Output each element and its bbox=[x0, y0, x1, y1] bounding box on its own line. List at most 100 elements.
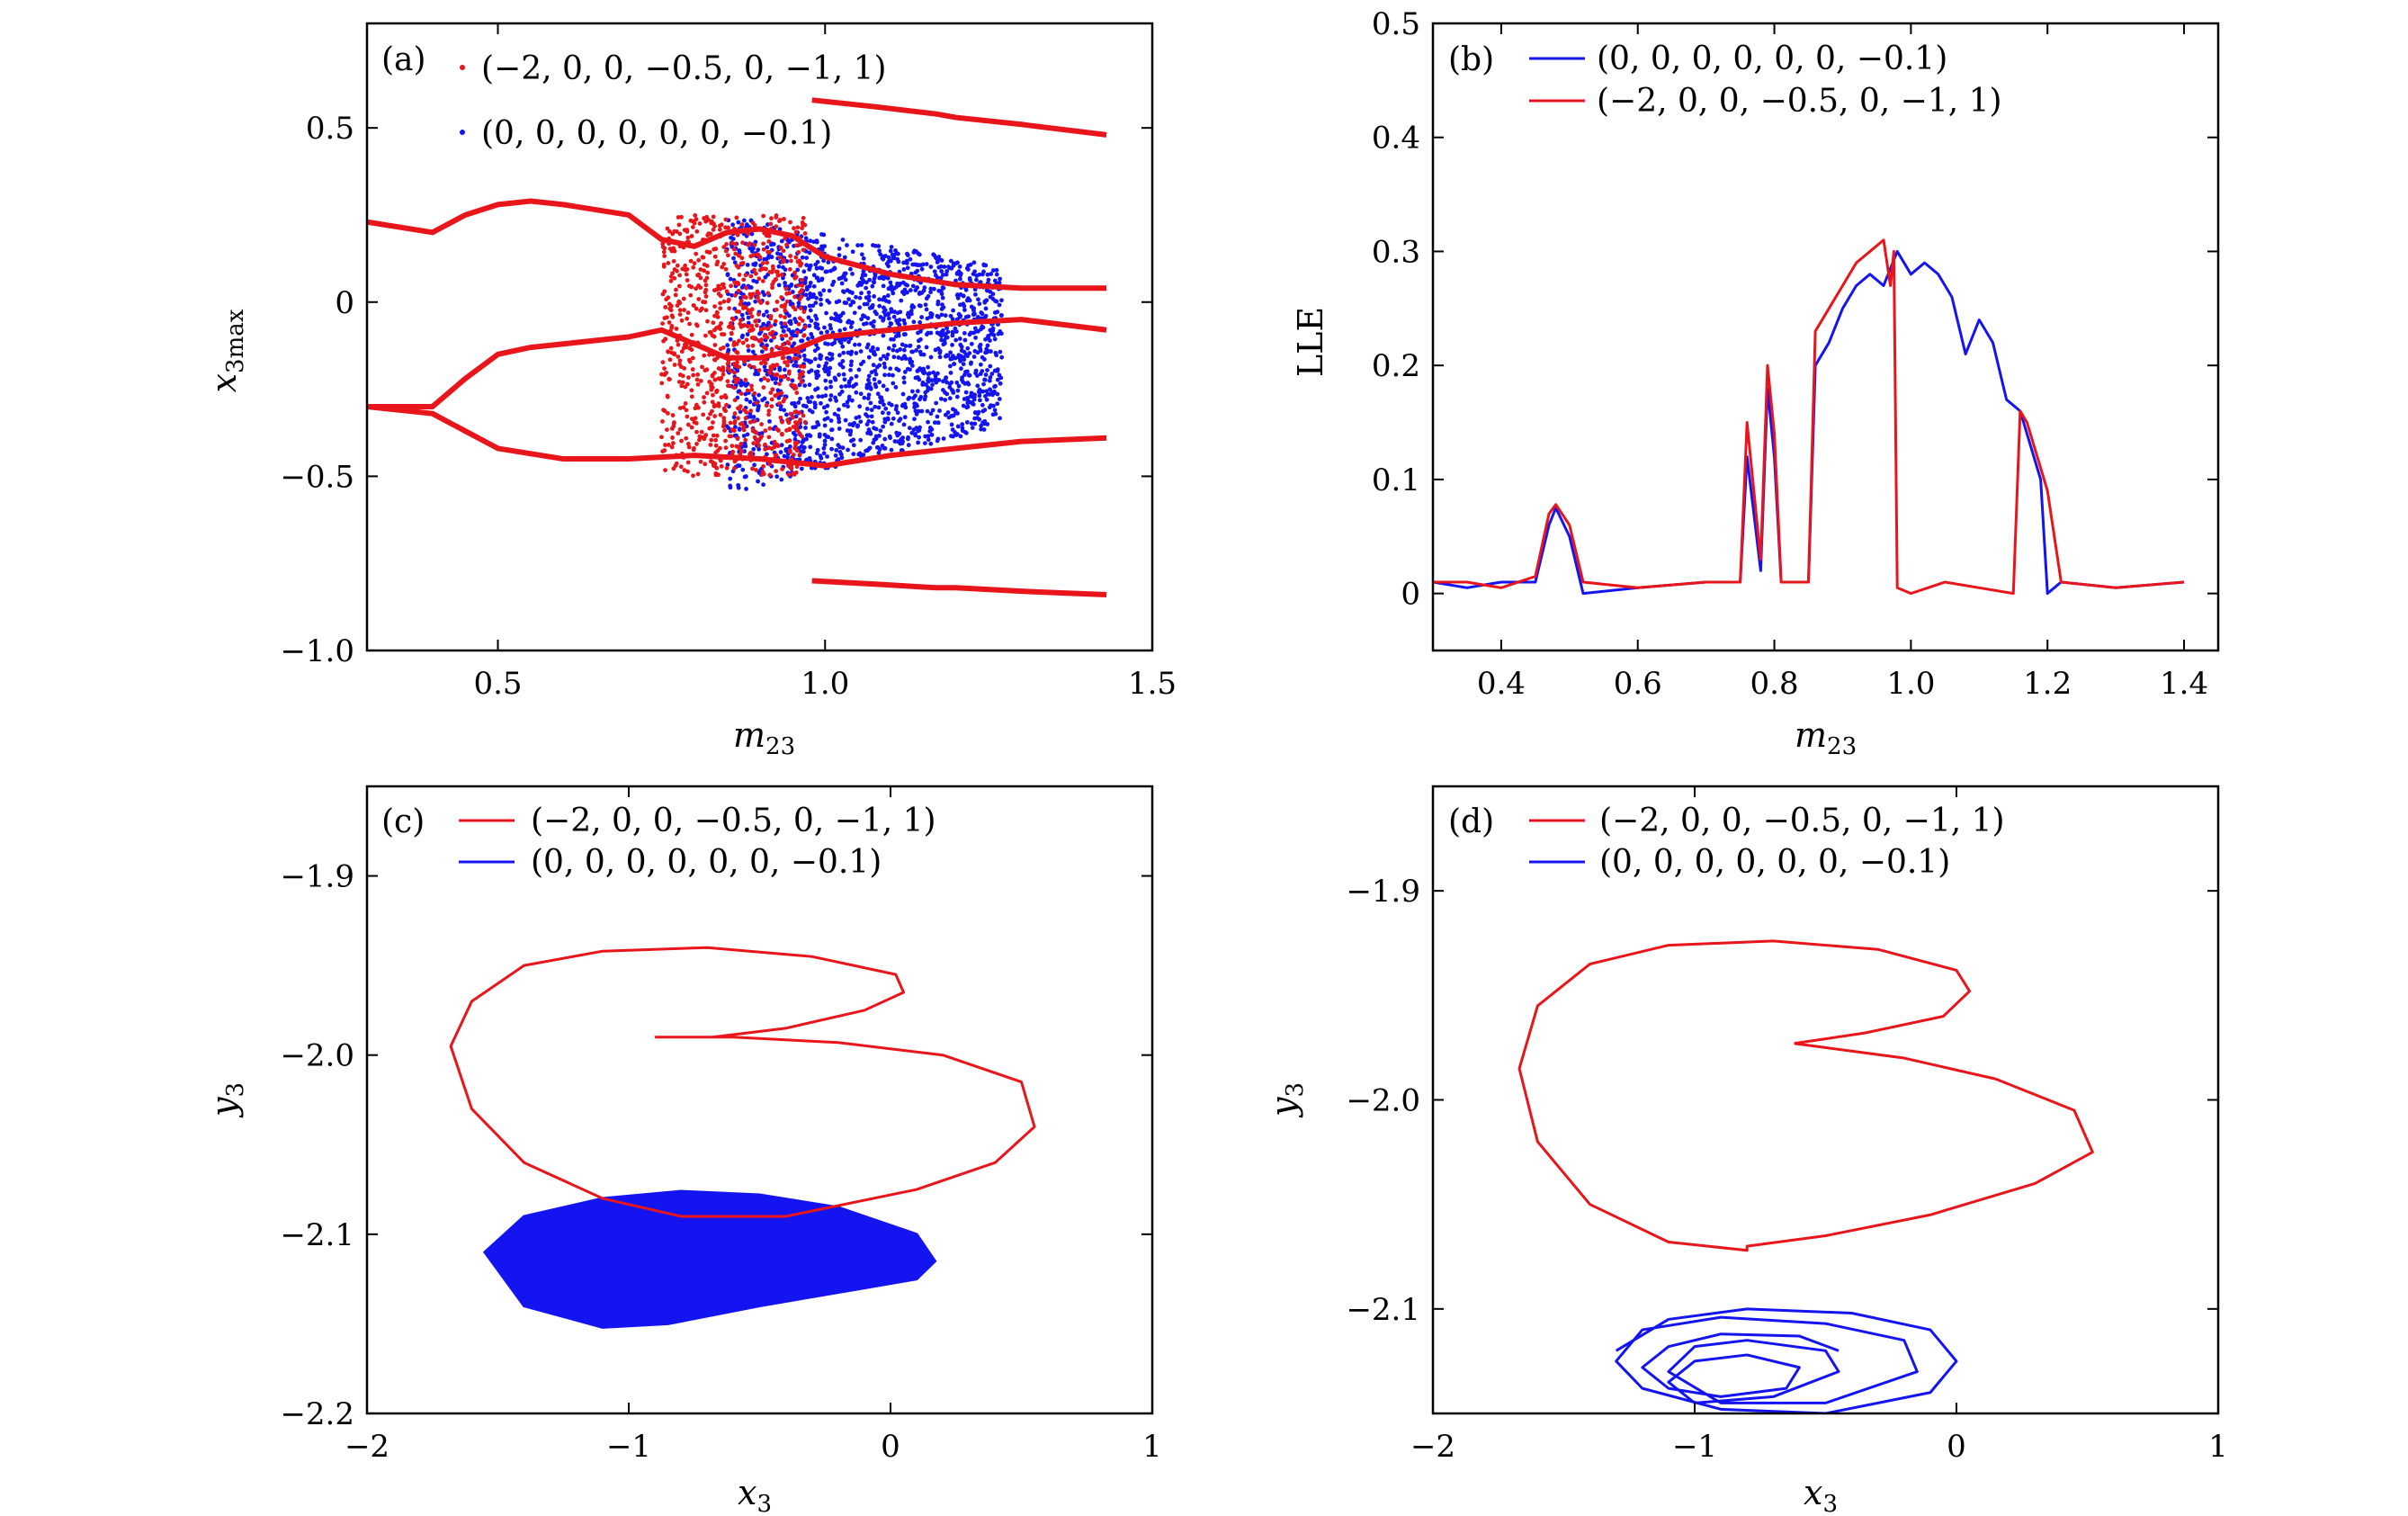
scatter-point-red bbox=[800, 434, 804, 439]
scatter-point-blue bbox=[828, 379, 833, 384]
scatter-point-red bbox=[717, 227, 722, 232]
scatter-point-blue bbox=[995, 391, 1000, 397]
scatter-point-blue bbox=[895, 433, 900, 438]
scatter-point-blue bbox=[745, 262, 750, 267]
scatter-point-blue bbox=[866, 373, 872, 379]
scatter-point-blue bbox=[819, 244, 824, 249]
scatter-point-blue bbox=[775, 251, 780, 256]
scatter-point-red bbox=[726, 361, 731, 365]
scatter-point-red bbox=[707, 249, 712, 255]
scatter-point-red bbox=[774, 453, 779, 458]
scatter-point-blue bbox=[802, 305, 808, 310]
scatter-point-red bbox=[703, 219, 709, 224]
scatter-point-red bbox=[713, 472, 719, 478]
scatter-point-blue bbox=[822, 423, 828, 428]
scatter-point-blue bbox=[964, 265, 970, 271]
scatter-point-blue bbox=[736, 485, 741, 490]
scatter-point-blue bbox=[815, 259, 820, 265]
scatter-point-blue bbox=[877, 248, 882, 254]
scatter-point-red bbox=[689, 394, 694, 399]
scatter-point-red bbox=[671, 258, 676, 264]
scatter-point-blue bbox=[891, 354, 897, 360]
scatter-point-red bbox=[677, 312, 683, 317]
scatter-point-blue bbox=[815, 420, 820, 425]
scatter-point-red bbox=[725, 383, 730, 389]
scatter-point-blue bbox=[821, 405, 827, 410]
scatter-point-red bbox=[701, 255, 706, 260]
scatter-point-red bbox=[770, 282, 775, 287]
panel-c-label: (c) bbox=[381, 803, 425, 840]
scatter-point-blue bbox=[936, 331, 942, 336]
scatter-point-blue bbox=[790, 290, 795, 294]
scatter-point-blue bbox=[989, 372, 995, 376]
x-tick-label: 1.2 bbox=[2023, 666, 2072, 702]
scatter-point-blue bbox=[956, 383, 962, 389]
scatter-point-blue bbox=[778, 450, 783, 454]
scatter-point-red bbox=[764, 233, 769, 238]
scatter-point-blue bbox=[743, 383, 748, 388]
scatter-point-blue bbox=[971, 354, 977, 359]
scatter-point-blue bbox=[851, 443, 856, 448]
scatter-point-blue bbox=[962, 337, 968, 343]
scatter-point-blue bbox=[919, 408, 925, 414]
scatter-point-blue bbox=[832, 411, 837, 417]
scatter-point-blue bbox=[801, 445, 807, 450]
scatter-point-red bbox=[718, 412, 723, 417]
scatter-point-red bbox=[747, 292, 753, 297]
scatter-point-blue bbox=[823, 363, 828, 369]
x-tick-label: −1 bbox=[1672, 1429, 1717, 1465]
scatter-point-blue bbox=[725, 462, 730, 467]
scatter-point-blue bbox=[886, 316, 891, 321]
scatter-point-blue bbox=[936, 315, 941, 319]
scatter-point-blue bbox=[994, 272, 999, 277]
scatter-point-blue bbox=[977, 393, 982, 399]
scatter-point-blue bbox=[873, 434, 879, 439]
scatter-point-red bbox=[774, 442, 780, 447]
scatter-point-blue bbox=[837, 419, 842, 425]
scatter-point-red bbox=[739, 299, 744, 303]
scatter-point-blue bbox=[972, 311, 977, 317]
scatter-point-blue bbox=[926, 437, 931, 443]
scatter-point-blue bbox=[746, 315, 751, 320]
scatter-point-red bbox=[731, 385, 737, 390]
scatter-point-blue bbox=[885, 352, 891, 357]
scatter-point-blue bbox=[828, 418, 834, 423]
scatter-point-red bbox=[755, 289, 760, 294]
scatter-point-red bbox=[772, 439, 777, 444]
scatter-point-blue bbox=[880, 444, 885, 448]
scatter-point-red bbox=[710, 425, 714, 430]
scatter-point-blue bbox=[982, 300, 988, 305]
scatter-point-red bbox=[781, 259, 785, 265]
scatter-point-red bbox=[783, 333, 789, 338]
scatter-point-red bbox=[748, 274, 754, 279]
scatter-point-red bbox=[674, 326, 679, 331]
scatter-point-blue bbox=[973, 336, 978, 340]
scatter-point-blue bbox=[776, 264, 782, 269]
scatter-point-blue bbox=[804, 256, 810, 260]
scatter-point-blue bbox=[846, 383, 852, 389]
scatter-point-blue bbox=[846, 339, 851, 345]
scatter-point-blue bbox=[878, 399, 882, 405]
scatter-point-red bbox=[769, 446, 774, 452]
scatter-point-red bbox=[747, 363, 752, 368]
scatter-point-red bbox=[692, 261, 697, 266]
scatter-point-blue bbox=[877, 297, 882, 302]
scatter-point-blue bbox=[851, 452, 856, 457]
scatter-point-red bbox=[797, 431, 802, 435]
scatter-point-blue bbox=[762, 364, 767, 370]
scatter-point-blue bbox=[769, 255, 774, 260]
panel-d-legend: (−2, 0, 0, −0.5, 0, −1, 1) (0, 0, 0, 0, … bbox=[1529, 803, 2005, 881]
scatter-point-blue bbox=[990, 292, 996, 297]
scatter-point-red bbox=[692, 220, 697, 226]
scatter-point-red bbox=[736, 253, 741, 258]
scatter-point-blue bbox=[886, 345, 891, 351]
scatter-point-blue bbox=[933, 373, 938, 379]
scatter-point-blue bbox=[837, 353, 842, 358]
scatter-point-blue bbox=[777, 367, 783, 372]
scatter-point-blue bbox=[936, 378, 942, 382]
scatter-point-blue bbox=[918, 319, 923, 325]
scatter-point-blue bbox=[800, 255, 805, 260]
scatter-point-blue bbox=[828, 316, 834, 321]
scatter-point-blue bbox=[973, 368, 979, 373]
scatter-point-red bbox=[687, 321, 692, 327]
